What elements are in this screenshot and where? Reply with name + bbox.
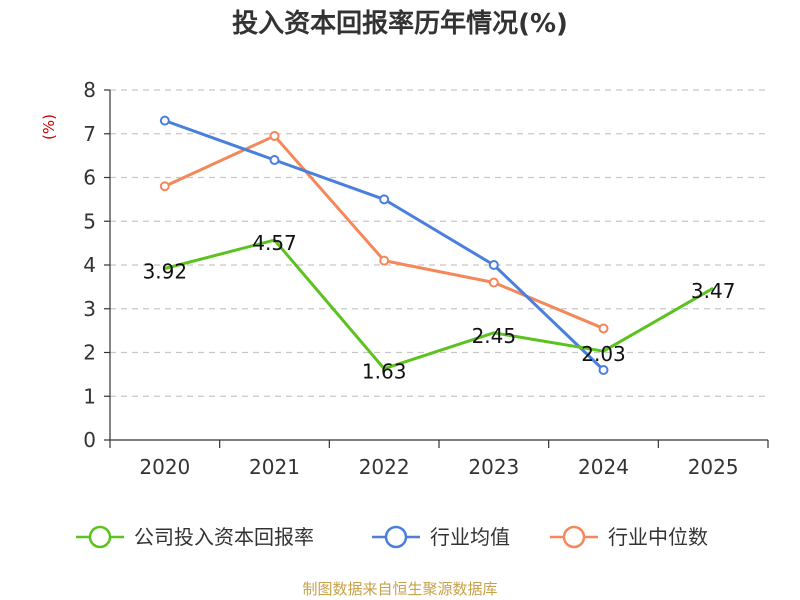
y-tick-label: 1: [83, 384, 96, 408]
x-tick-label: 2023: [468, 455, 519, 479]
y-tick-label: 7: [83, 122, 96, 146]
legend-marker-icon: [562, 525, 586, 549]
data-point: [159, 115, 170, 126]
legend-item[interactable]: 公司投入资本回报率: [76, 525, 314, 549]
data-labels: 3.92 4.57 1.63 2.45 2.03 3.47: [143, 231, 736, 384]
series-line-industry-median: [164, 134, 605, 330]
data-point: [598, 365, 609, 375]
data-point: [159, 181, 170, 192]
data-label: 2.03: [581, 342, 626, 366]
y-tick-label: 0: [83, 428, 96, 452]
series-line-company: [164, 238, 714, 371]
legend[interactable]: 公司投入资本回报率 行业均值 行业中位数: [76, 525, 708, 549]
data-point: [269, 130, 280, 141]
series-line-industry-mean: [164, 119, 605, 372]
data-point: [379, 255, 390, 266]
source-note: 制图数据来自恒生聚源数据库: [302, 580, 497, 598]
legend-label: 行业中位数: [608, 525, 708, 549]
x-tick-label: 2020: [139, 455, 190, 479]
data-label: 2.45: [472, 324, 517, 348]
y-tick-label: 5: [83, 209, 96, 233]
data-point: [598, 323, 609, 334]
data-point: [488, 260, 499, 270]
data-label: 4.57: [252, 231, 297, 255]
legend-label: 公司投入资本回报率: [134, 525, 314, 549]
series-group: [159, 115, 714, 375]
data-label: 3.92: [143, 260, 188, 284]
y-tick-label: 2: [83, 341, 96, 365]
data-point: [269, 155, 280, 165]
x-tick-label: 2025: [688, 455, 739, 479]
y-tick-label: 6: [83, 166, 96, 190]
data-point: [488, 277, 499, 288]
axes: [109, 90, 768, 441]
data-label: 1.63: [362, 360, 407, 384]
legend-marker-icon: [384, 525, 408, 549]
legend-item[interactable]: 行业中位数: [550, 525, 708, 549]
legend-item[interactable]: 行业均值: [372, 525, 510, 549]
x-tick-label: 2021: [249, 455, 300, 479]
legend-label: 行业均值: [430, 525, 510, 549]
y-tick-label: 4: [83, 253, 96, 277]
x-axis-ticks: 2020 2021 2022 2023 2024 2025: [109, 440, 769, 479]
y-axis-unit: (%): [40, 114, 58, 140]
x-tick-label: 2024: [578, 455, 629, 479]
data-point: [379, 194, 390, 205]
chart-title: 投入资本回报率历年情况(%): [232, 8, 568, 39]
legend-marker-icon: [88, 525, 112, 549]
y-tick-label: 3: [83, 297, 96, 321]
data-label: 3.47: [691, 279, 736, 303]
y-tick-label: 8: [83, 78, 96, 102]
y-axis-ticks: 0 1 2 3 4 5 6 7 8: [83, 78, 110, 452]
x-tick-label: 2022: [359, 455, 410, 479]
